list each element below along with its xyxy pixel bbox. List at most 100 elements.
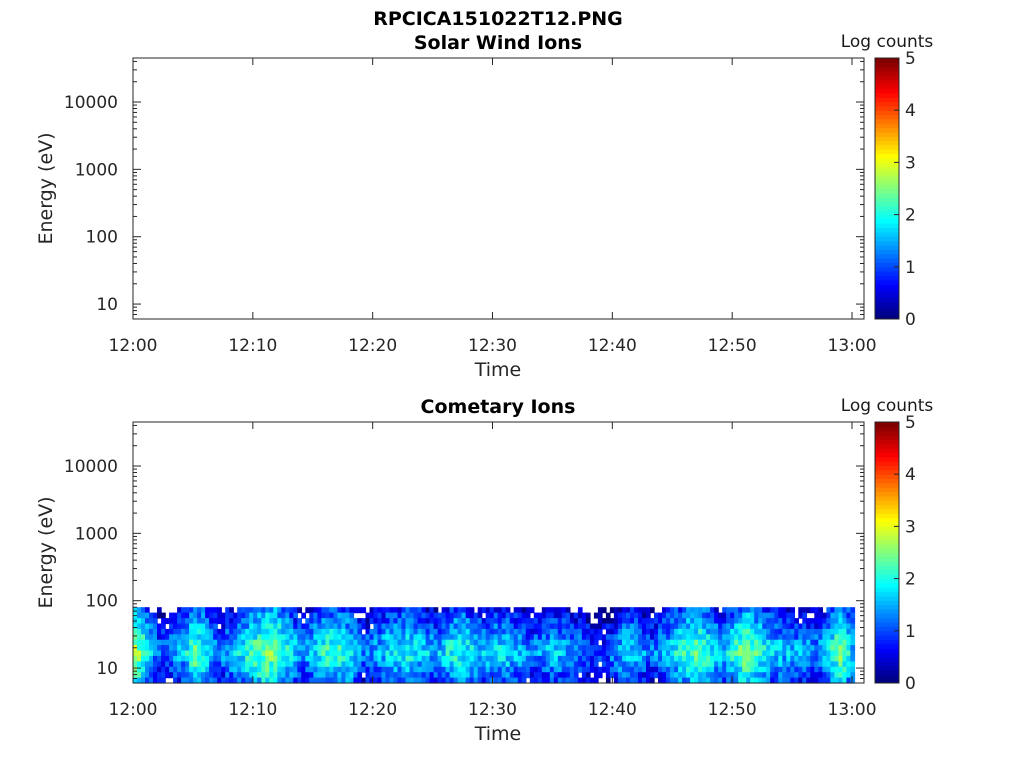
spectrogram-cell: [277, 655, 282, 662]
spectrogram-cell: [437, 661, 443, 668]
spectrogram-cell: [253, 666, 258, 673]
spectrogram-cell: [321, 612, 327, 619]
spectrogram-cell: [209, 650, 214, 657]
spectrogram-cell: [333, 612, 339, 619]
spectrogram-cell: [425, 639, 431, 646]
spectrogram-cell: [157, 655, 162, 662]
spectrogram-cell: [153, 655, 158, 662]
spectrogram-cell: [277, 666, 282, 673]
spectrogram-cell: [802, 634, 807, 641]
spectrogram-cell: [766, 650, 771, 657]
spectrogram-cell: [646, 623, 651, 630]
spectrogram-cell: [249, 612, 254, 619]
spectrogram-cell: [349, 612, 355, 619]
spectrogram-cell: [706, 628, 711, 635]
spectrogram-cell: [734, 655, 739, 662]
spectrogram-cell: [822, 639, 828, 646]
spectrogram-cell: [137, 645, 142, 652]
spectrogram-cell: [658, 623, 663, 630]
spectrogram-cell: [786, 655, 791, 662]
colorbar-tick-label: 1: [905, 622, 916, 642]
spectrogram-cell: [385, 672, 391, 679]
spectrogram-cell: [774, 628, 779, 635]
spectrogram-cell: [742, 672, 747, 679]
spectrogram-cell: [501, 661, 507, 668]
spectrogram-cell: [369, 661, 375, 668]
spectrogram-cell: [417, 628, 423, 635]
spectrogram-cell: [601, 618, 607, 625]
colorbar-segment: [875, 236, 899, 242]
spectrogram-cell: [481, 650, 487, 657]
spectrogram-cell: [241, 650, 246, 657]
spectrogram-cell: [233, 645, 238, 652]
spectrogram-cell: [553, 639, 559, 646]
spectrogram-cell: [814, 655, 819, 662]
spectrogram-cell: [169, 672, 174, 679]
spectrogram-cell: [485, 607, 491, 614]
spectrogram-cell: [650, 650, 655, 657]
spectrogram-cell: [305, 623, 310, 630]
spectrogram-cell: [718, 628, 723, 635]
spectrogram-cell: [349, 672, 355, 679]
spectrogram-cell: [814, 607, 819, 614]
spectrogram-cell: [569, 661, 575, 668]
spectrogram-cell: [605, 628, 611, 635]
spectrogram-cell: [746, 666, 751, 673]
spectrogram-cell: [806, 645, 811, 652]
spectrogram-cell: [646, 634, 651, 641]
spectrogram-cell: [201, 618, 206, 625]
spectrogram-cell: [425, 661, 431, 668]
spectrogram-cell: [545, 677, 551, 684]
spectrogram-cell: [613, 661, 619, 668]
spectrogram-cell: [798, 623, 803, 630]
spectrogram-cell: [794, 634, 799, 641]
spectrogram-cell: [465, 645, 471, 652]
spectrogram-cell: [810, 607, 815, 614]
spectrogram-cell: [790, 618, 795, 625]
spectrogram-cell: [353, 607, 359, 614]
spectrogram-cell: [269, 677, 274, 684]
spectrogram-cell: [381, 634, 387, 641]
spectrogram-cell: [185, 672, 190, 679]
spectrogram-cell: [453, 634, 459, 641]
spectrogram-cell: [329, 655, 335, 662]
colorbar-segment: [875, 539, 899, 545]
colorbar-segment: [875, 656, 899, 662]
spectrogram-cell: [565, 661, 571, 668]
spectrogram-cell: [702, 661, 707, 668]
spectrogram-cell: [157, 666, 162, 673]
spectrogram-cell: [249, 634, 254, 641]
spectrogram-cell: [453, 607, 459, 614]
y-tick-label: 1000: [75, 524, 118, 544]
spectrogram-cell: [786, 607, 791, 614]
spectrogram-cell: [453, 623, 459, 630]
spectrogram-cell: [766, 607, 771, 614]
colorbar-label: Log counts: [841, 32, 934, 52]
spectrogram-cell: [666, 661, 671, 668]
spectrogram-cell: [269, 623, 274, 630]
spectrogram-cell: [313, 628, 319, 635]
spectrogram-cell: [241, 677, 246, 684]
spectrogram-cell: [822, 661, 828, 668]
spectrogram-cell: [229, 661, 234, 668]
spectrogram-cell: [638, 607, 643, 614]
spectrogram-cell: [798, 645, 803, 652]
spectrogram-cell: [605, 623, 611, 630]
spectrogram-cell: [297, 607, 302, 614]
spectrogram-cell: [389, 612, 395, 619]
spectrogram-cell: [622, 634, 627, 641]
spectrogram-cell: [301, 655, 306, 662]
spectrogram-cell: [493, 677, 499, 684]
spectrogram-cell: [561, 628, 567, 635]
spectrogram-cell: [778, 655, 783, 662]
spectrogram-cell: [782, 628, 787, 635]
spectrogram-cell: [329, 612, 335, 619]
spectrogram-cell: [181, 655, 186, 662]
spectrogram-cell: [674, 661, 679, 668]
spectrogram-cell: [577, 661, 583, 668]
spectrogram-cell: [553, 672, 559, 679]
spectrogram-cell: [469, 612, 475, 619]
spectrogram-cell: [646, 612, 651, 619]
spectrogram-cell: [597, 607, 603, 614]
spectrogram-cell: [281, 645, 286, 652]
